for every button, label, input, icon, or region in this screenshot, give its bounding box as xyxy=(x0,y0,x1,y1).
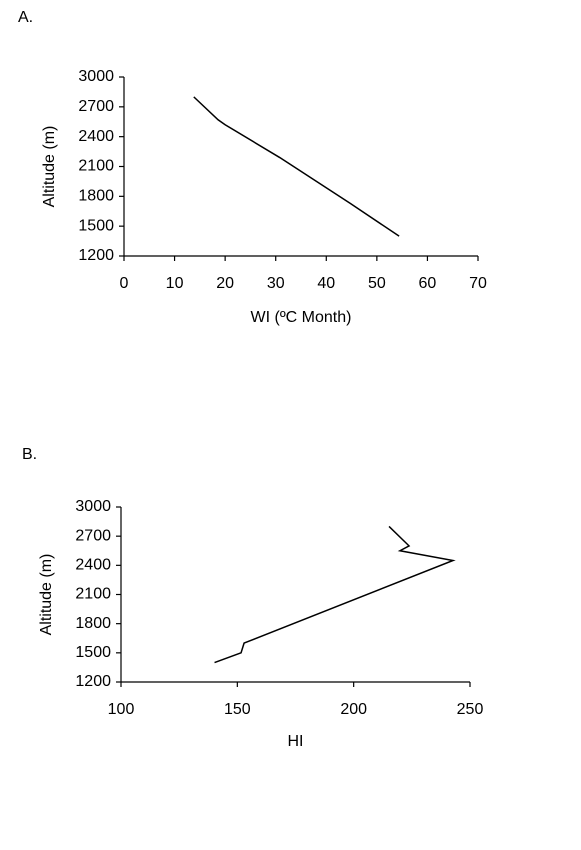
x-tick-label: 30 xyxy=(267,275,285,292)
x-tick-label: 150 xyxy=(224,701,251,718)
y-tick-label: 3000 xyxy=(75,498,111,515)
y-tick-label: 1200 xyxy=(75,673,111,690)
x-tick-label: 20 xyxy=(216,275,234,292)
x-tick-label: 200 xyxy=(340,701,367,718)
x-tick-label: 0 xyxy=(120,275,129,292)
y-tick-label: 1800 xyxy=(75,615,111,632)
y-tick-label: 2100 xyxy=(78,158,114,175)
y-tick-label: 1200 xyxy=(78,247,114,264)
data-line xyxy=(193,96,400,237)
y-tick-label: 3000 xyxy=(78,68,114,85)
y-axis-label: Altitude (m) xyxy=(38,554,55,636)
y-tick-label: 1800 xyxy=(78,188,114,205)
x-tick-label: 100 xyxy=(108,701,135,718)
x-tick-label: 250 xyxy=(457,701,484,718)
y-tick-label: 2400 xyxy=(75,557,111,574)
data-line xyxy=(214,525,456,664)
y-tick-label: 2700 xyxy=(78,98,114,115)
x-axis-label: HI xyxy=(288,733,304,750)
x-axis-label: WI (ºC Month) xyxy=(251,309,352,326)
y-tick-label: 1500 xyxy=(75,644,111,661)
y-tick-label: 1500 xyxy=(78,217,114,234)
y-tick-label: 2700 xyxy=(75,527,111,544)
x-tick-label: 70 xyxy=(469,275,487,292)
x-tick-label: 50 xyxy=(368,275,386,292)
panel-label: A. xyxy=(18,9,33,26)
y-tick-label: 2100 xyxy=(75,586,111,603)
panel-label: B. xyxy=(22,446,37,463)
x-tick-label: 10 xyxy=(166,275,184,292)
x-tick-label: 40 xyxy=(317,275,335,292)
x-tick-label: 60 xyxy=(419,275,437,292)
y-tick-label: 2400 xyxy=(78,128,114,145)
y-axis-label: Altitude (m) xyxy=(41,126,58,208)
